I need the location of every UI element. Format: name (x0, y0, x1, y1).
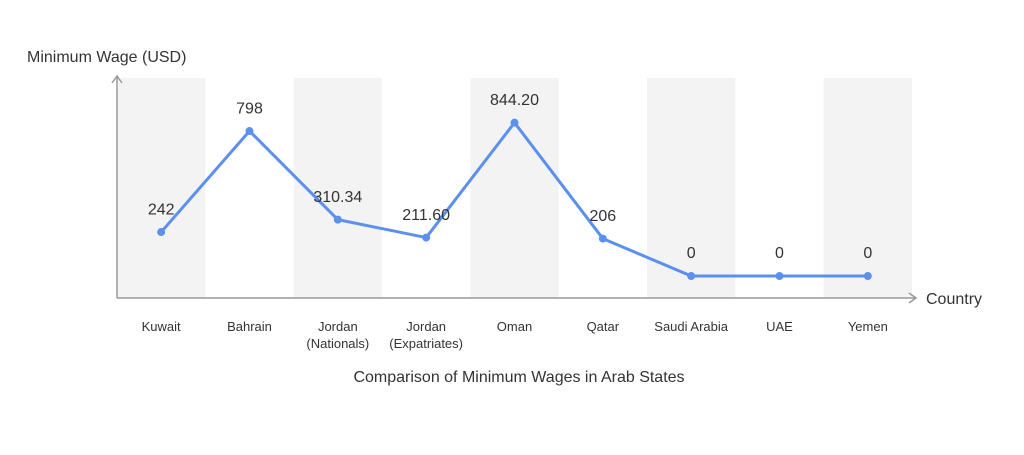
data-label: 206 (589, 208, 616, 225)
x-tick-label: Jordan (Nationals) (306, 319, 370, 351)
x-tick-label: Qatar (586, 319, 620, 334)
data-label: 844.20 (490, 92, 539, 109)
data-label: 0 (687, 245, 696, 262)
column-band (823, 78, 912, 298)
data-point (687, 272, 696, 281)
data-point (598, 234, 607, 243)
x-tick-label: Saudi Arabia (654, 319, 729, 334)
data-label: 0 (863, 245, 872, 262)
x-tick-label: Bahrain (227, 319, 272, 334)
column-band (117, 78, 206, 298)
x-axis-arrow (908, 292, 918, 304)
column-band (470, 78, 559, 298)
data-point (863, 272, 872, 281)
x-tick-label: UAE (766, 319, 793, 334)
data-label: 242 (148, 201, 175, 218)
data-point (157, 228, 166, 237)
data-point (333, 215, 342, 224)
y-axis-arrow (111, 74, 123, 84)
x-tick-label: Jordan (Expatriates) (389, 319, 463, 351)
x-tick-label: Yemen (847, 319, 888, 334)
data-label: 798 (236, 100, 263, 117)
data-point (422, 233, 431, 242)
data-point (510, 118, 519, 127)
data-label: 211.60 (402, 207, 450, 224)
column-band (647, 78, 736, 298)
data-point (775, 272, 784, 281)
data-label: 310.34 (313, 189, 362, 206)
x-axis-label: Country (926, 291, 982, 308)
chart-title: Comparison of Minimum Wages in Arab Stat… (353, 369, 685, 386)
x-tick-label: Kuwait (141, 319, 181, 334)
data-label: 0 (775, 245, 784, 262)
x-tick-label: Oman (496, 319, 533, 334)
y-axis-label: Minimum Wage (USD) (27, 49, 186, 66)
data-point (245, 127, 254, 136)
